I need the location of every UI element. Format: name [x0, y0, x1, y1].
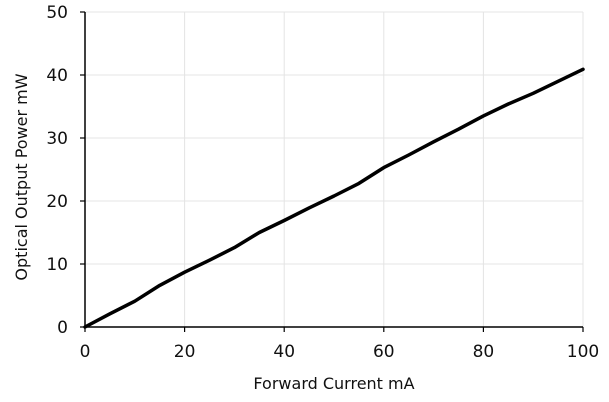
x-tick-label: 60 [373, 342, 395, 362]
y-axis-title: Optical Output Power mW [12, 73, 31, 280]
y-tick-label: 40 [46, 66, 68, 86]
x-tick-label: 40 [273, 342, 295, 362]
series-line [83, 67, 585, 329]
gridlines [85, 11, 584, 327]
y-tick-label: 20 [46, 192, 68, 212]
y-tick-label: 10 [46, 255, 68, 275]
y-tick-label: 0 [57, 318, 68, 338]
y-tick-label: 30 [46, 129, 68, 149]
x-axis-title: Forward Current mA [253, 374, 414, 393]
axes [80, 11, 584, 332]
series-layer [83, 67, 585, 329]
x-tick-label: 0 [80, 342, 91, 362]
x-tick-label: 100 [567, 342, 599, 362]
y-tick-label: 50 [46, 3, 68, 23]
x-tick-label: 80 [473, 342, 495, 362]
tick-labels: 0 20 40 60 80 100 0 10 20 30 40 50 [46, 3, 599, 362]
x-tick-label: 20 [174, 342, 196, 362]
